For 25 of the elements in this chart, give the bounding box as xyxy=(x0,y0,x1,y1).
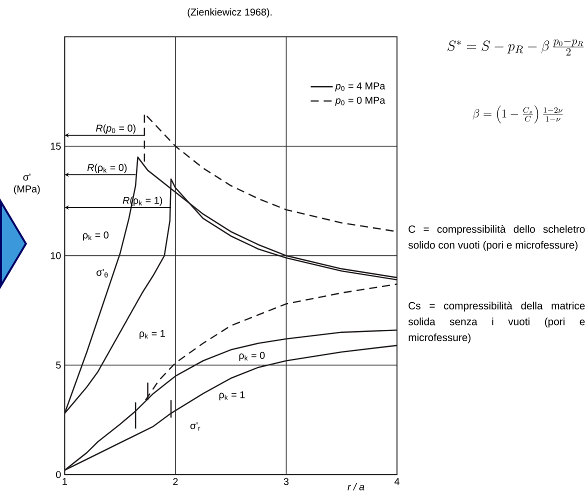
text: C = compressibilità dello scheletro solido con vuoti (pori e microfessure) xyxy=(408,224,585,251)
annotation: σ'$_{r}$ xyxy=(190,422,200,430)
x-axis-title: r / a xyxy=(348,482,364,490)
legend-label: p$_{0}$ = 0 MPa xyxy=(335,96,386,106)
text: $\beta=\left(1-\frac{C_{s}}{C}\right)\frac{1-2\nu}{1-\nu}$ xyxy=(472,105,563,124)
legend-label: p$_{0}$ = 4 MPa xyxy=(335,82,386,92)
annotation: σ'$_{θ}$ xyxy=(96,268,108,278)
y-tick-label: 0 xyxy=(56,470,61,478)
y-tick-label: 5 xyxy=(56,361,61,368)
text: $S^{*}=S-p_{R}-\beta\,\frac{p_{0}-p_{R}}{2}$ xyxy=(448,39,584,56)
text: Cs = compressibilità della matrice solida senza i vuoti (pori e microfessure) xyxy=(408,301,585,343)
x-tick-label: 4 xyxy=(394,478,400,485)
x-tick-label: 1 xyxy=(62,478,67,485)
x-tick-label: 3 xyxy=(284,478,289,485)
y-tick-label: 15 xyxy=(50,142,61,150)
annotation: ρ$_{k}$ = 1 xyxy=(219,391,245,400)
annotation: R(p$_{0}$ = 0) xyxy=(96,124,136,134)
annotation: ρ$_{k}$ = 1 xyxy=(140,330,165,339)
chart-title: (Zienkiewicz 1968). xyxy=(188,8,272,18)
y-axis-title: σ' (MPa) xyxy=(14,173,40,194)
y-tick-label: 10 xyxy=(50,252,61,259)
annotation: ρ$_{k}$ = 0 xyxy=(83,231,109,240)
annotation: R(ρ$_{k}$ = 0) xyxy=(87,164,127,173)
x-tick-label: 2 xyxy=(173,478,178,485)
annotation: ρ$_{k}$ = 0 xyxy=(239,352,265,361)
